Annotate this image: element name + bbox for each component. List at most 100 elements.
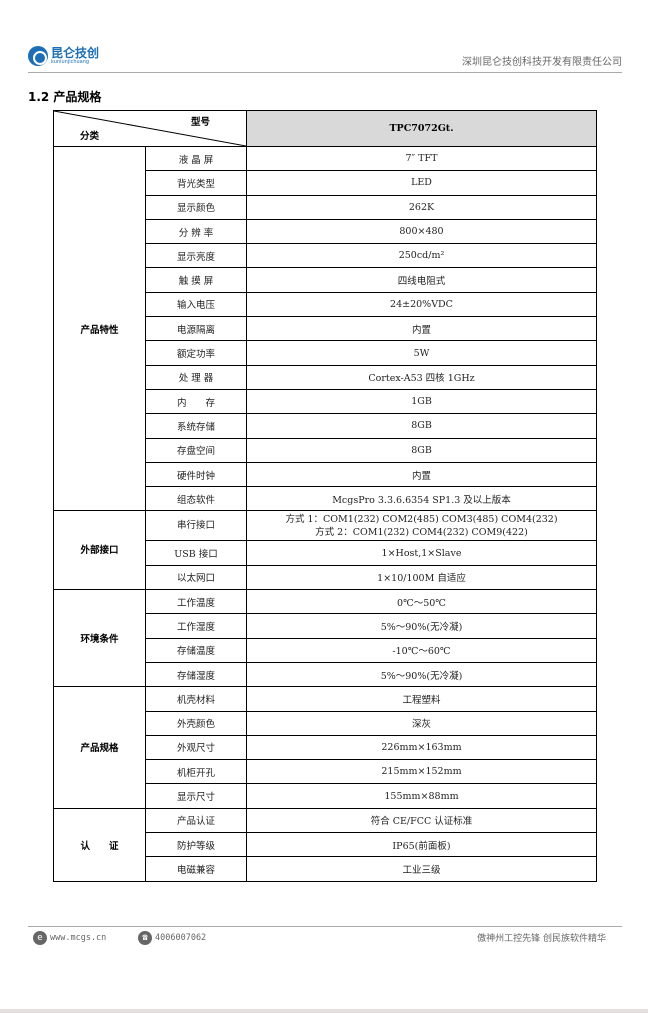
item-cell: 串行接口 <box>145 510 247 542</box>
company-name: 深圳昆仑技创科技开发有限责任公司 <box>462 57 622 68</box>
table-row: 工作湿度 5%～90%(无冷凝) <box>54 613 597 639</box>
value-cell: 7″ TFT <box>246 145 597 172</box>
value-cell: Cortex-A53 四核 1GHz <box>246 364 597 390</box>
item-cell: USB 接口 <box>145 540 247 566</box>
value-cell: 800×480 <box>246 218 597 245</box>
item-cell: 显示亮度 <box>145 243 247 269</box>
item-cell: 分 辨 率 <box>145 218 247 245</box>
footer-phone: ☎ 4006007062 <box>138 931 206 945</box>
item-cell: 输入电压 <box>145 291 247 318</box>
item-cell: 外壳颜色 <box>145 710 247 736</box>
globe-icon: e <box>33 931 47 945</box>
category-cell: 产品特性 <box>53 145 146 512</box>
table-row: 存储湿度 5%～90%(无冷凝) <box>54 661 597 688</box>
header-divider <box>28 72 622 73</box>
table-row: 组态软件 McgsPro 3.3.6.6354 SP1.3 及以上版本 <box>54 486 597 512</box>
item-cell: 电磁兼容 <box>145 856 247 882</box>
table-row: 机柜开孔 215mm×152mm <box>54 759 597 785</box>
item-cell: 背光类型 <box>145 170 247 196</box>
item-cell: 系统存储 <box>145 413 247 439</box>
table-row: 触 摸 屏四线电阻式 <box>54 267 597 293</box>
model-header-label: 型号 <box>190 117 210 128</box>
value-cell: 250cd/m² <box>246 243 597 269</box>
footer-slogan: 傲神州工控先锋 创民族软件精华 <box>477 934 606 944</box>
table-row: 显示亮度 250cd/m² <box>54 243 597 269</box>
value-cell: 215mm×152mm <box>246 759 597 785</box>
table-row: 电磁兼容 工业三级 <box>54 856 597 882</box>
value-cell: 8GB <box>246 413 597 439</box>
value-cell: 符合 CE/FCC 认证标准 <box>246 807 597 834</box>
value-cell: 1×Host,1×Slave <box>246 540 597 566</box>
section-title: 1.2 产品规格 <box>28 90 102 104</box>
value-cell: 262K <box>246 194 597 220</box>
table-row: 环境条件 工作温度 0℃～50℃ <box>53 589 597 688</box>
value-cell: 5%～90%(无冷凝) <box>246 613 597 639</box>
item-cell: 内 存 <box>145 388 247 415</box>
item-cell: 产品认证 <box>145 807 247 834</box>
item-cell: 液 晶 屏 <box>145 145 247 172</box>
item-cell: 以太网口 <box>145 564 247 591</box>
table-row: 电源隔离 内置 <box>54 316 597 342</box>
value-cell: 四线电阻式 <box>246 267 597 293</box>
table-row: 产品规格 机壳材料 工程塑料 <box>53 686 597 809</box>
item-cell: 存储湿度 <box>145 661 247 688</box>
table-row: 产品特性液 晶 屏 7″ TFT <box>53 145 597 512</box>
item-cell: 存储温度 <box>145 637 247 663</box>
value-cell: 工业三级 <box>246 856 597 882</box>
value-cell: 5W <box>246 340 597 366</box>
value-cell: 8GB <box>246 437 597 463</box>
item-cell: 外观尺寸 <box>145 734 247 761</box>
value-cell: 226mm×163mm <box>246 734 597 761</box>
footer-website: e www.mcgs.cn <box>33 931 106 945</box>
table-row: 处 理 器 Cortex-A53 四核 1GHz <box>54 364 597 390</box>
item-cell: 组态软件 <box>145 486 247 512</box>
value-cell: 1GB <box>246 388 597 415</box>
logo-subtext: kunlunjichuang <box>51 59 90 65</box>
table-row: 存盘空间 8GB <box>54 437 597 463</box>
website-text: www.mcgs.cn <box>50 933 107 943</box>
category-cell: 环境条件 <box>53 589 146 688</box>
table-row: 背光类型 LED <box>54 170 597 196</box>
spec-table: 型号 分类 TPC7072Gt. 产品特性液 晶 屏 7″ TFT 背光类型 LED 显… <box>53 110 597 882</box>
table-row: 外部接口 串行接口 方式 1：COM1(232) COM2(485) COM3(48… <box>53 510 597 591</box>
footer-divider <box>28 926 622 927</box>
category-header-label: 分类 <box>80 131 100 142</box>
table-row: 显示颜色 262K <box>54 194 597 220</box>
item-cell: 处 理 器 <box>145 364 247 390</box>
table-row: 外观尺寸 226mm×163mm <box>54 734 597 761</box>
item-cell: 防护等级 <box>145 832 247 858</box>
table-row: 显示尺寸 155mm×88mm <box>54 783 597 809</box>
model-name: TPC7072Gt. <box>246 110 597 147</box>
table-row: 存储温度 -10℃～60℃ <box>54 637 597 663</box>
category-cell: 认 证 <box>53 807 146 882</box>
page-edge <box>0 1009 648 1013</box>
value-cell: -10℃～60℃ <box>246 637 597 663</box>
value-cell: IP65(前面板) <box>246 832 597 858</box>
value-cell: 工程塑料 <box>246 686 597 712</box>
item-cell: 工作温度 <box>145 589 247 615</box>
value-cell: LED <box>246 170 597 196</box>
value-cell: 内置 <box>246 316 597 342</box>
value-cell: 155mm×88mm <box>246 783 597 809</box>
item-cell: 电源隔离 <box>145 316 247 342</box>
item-cell: 存盘空间 <box>145 437 247 463</box>
item-cell: 显示尺寸 <box>145 783 247 809</box>
value-cell: 内置 <box>246 461 597 488</box>
item-cell: 额定功率 <box>145 340 247 366</box>
table-row: 硬件时钟 内置 <box>54 461 597 488</box>
phone-text: 4006007062 <box>155 933 207 943</box>
item-cell: 机壳材料 <box>145 686 247 712</box>
value-line: 方式 2：COM1(232) COM4(232) COM9(422) <box>315 526 528 538</box>
item-cell: 显示颜色 <box>145 194 247 220</box>
value-cell: 0℃～50℃ <box>246 589 597 615</box>
logo-icon <box>28 46 48 66</box>
table-row: 系统存储 8GB <box>54 413 597 439</box>
item-cell: 工作湿度 <box>145 613 247 639</box>
item-cell: 硬件时钟 <box>145 461 247 488</box>
category-cell: 外部接口 <box>53 510 146 591</box>
item-cell: 触 摸 屏 <box>145 267 247 293</box>
value-line: 方式 1：COM1(232) COM2(485) COM3(485) COM4(… <box>285 513 558 525</box>
value-cell: 深灰 <box>246 710 597 736</box>
diagonal-header-cell: 型号 分类 <box>53 110 247 147</box>
table-row: 输入电压 24±20%VDC <box>54 291 597 318</box>
